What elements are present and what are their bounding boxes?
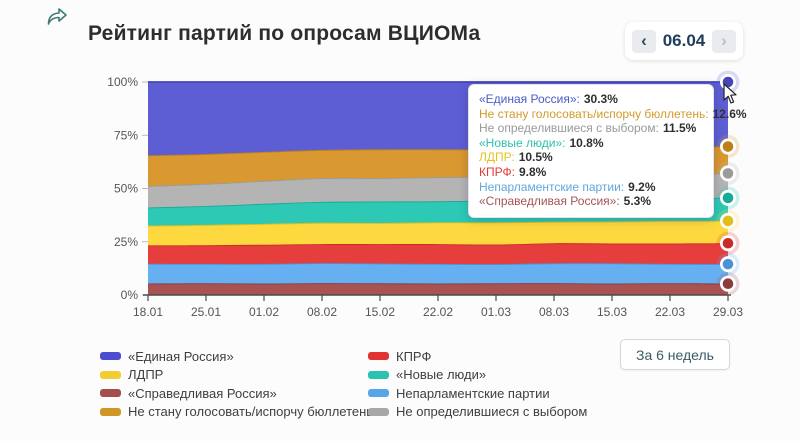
tooltip-row-label: Непарламентские партии:: [479, 179, 625, 194]
tooltip-row-label: Не определившиеся с выбором:: [479, 121, 659, 136]
y-axis-label: 75%: [114, 128, 138, 142]
x-axis-label: 29.03: [713, 305, 743, 319]
tooltip-row: КПРФ: 9.8%: [479, 165, 703, 180]
tooltip-row-value: 30.3%: [583, 92, 618, 106]
marker-dot-undecided: [722, 168, 734, 179]
area-band-fair-russia: [148, 283, 728, 295]
marker-dot-ldpr: [722, 215, 734, 227]
x-axis-label: 15.02: [365, 305, 395, 319]
legend-swatch: [368, 407, 389, 416]
marker-dot-kprf: [722, 237, 734, 249]
tooltip-row-label: «Единая Россия»:: [479, 92, 580, 106]
area-band-nonparliamentary: [148, 263, 728, 284]
date-navigator: ‹ 06.04 ›: [625, 22, 743, 60]
legend-swatch: [368, 352, 389, 361]
chart-tooltip: «Единая Россия»: 30.3% Не стану голосовать…: [468, 84, 747, 218]
tooltip-row-value: 10.5%: [518, 150, 553, 165]
y-axis-label: 100%: [107, 75, 138, 89]
area-band-ldpr: [148, 220, 728, 246]
tooltip-row-value: 9.2%: [628, 179, 656, 194]
tooltip-row-value: 10.8%: [569, 135, 604, 150]
tooltip-row-label: «Справедливая Россия»:: [479, 194, 620, 209]
legend-column: «Единая Россия» ЛДПР «Справедливая Россия»…: [100, 347, 373, 422]
legend-item-kprf[interactable]: КПРФ: [368, 347, 620, 366]
x-axis-label: 22.03: [655, 305, 685, 319]
marker-dot-fair-russia: [722, 278, 734, 290]
tooltip-row-label: «Новые люди»:: [479, 135, 566, 150]
legend-item-undecided[interactable]: Не определившиеся с выбором: [368, 403, 620, 422]
legend-swatch: [100, 389, 121, 398]
marker-dot-new-people: [722, 192, 734, 204]
tooltip-row-value: 12.6%: [712, 106, 747, 121]
marker-dot-nonparliamentary: [722, 258, 734, 270]
legend-item-label: «Новые люди»: [396, 367, 487, 383]
tooltip-row: «Единая Россия»: 30.3%: [479, 92, 703, 107]
tooltip-row: Непарламентские партии: 9.2%: [479, 180, 703, 195]
y-axis-label: 50%: [114, 182, 138, 196]
legend-item-nonparliamentary[interactable]: Непарламентские партии: [368, 384, 620, 403]
tooltip-row-value: 11.5%: [662, 121, 697, 136]
legend-column: КПРФ «Новые люди» Непарламентские партии Не…: [368, 347, 620, 421]
prev-date-button[interactable]: ‹: [632, 29, 656, 53]
legend-swatch: [100, 352, 121, 361]
tooltip-row: «Справедливая Россия»: 5.3%: [479, 194, 703, 209]
tooltip-row-value: 9.8%: [518, 164, 547, 179]
legend-item-label: «Единая Россия»: [128, 348, 234, 364]
tooltip-row-value: 5.3%: [623, 194, 652, 209]
area-band-kprf: [148, 243, 728, 265]
x-axis-label: 18.01: [133, 305, 163, 319]
tooltip-row: ЛДПР: 10.5%: [479, 150, 703, 165]
legend-item-ldpr[interactable]: ЛДПР: [100, 366, 368, 385]
legend: «Единая Россия» ЛДПР «Справедливая Россия»…: [100, 347, 620, 421]
x-axis-label: 25.01: [191, 305, 221, 319]
x-axis-label: 01.02: [249, 305, 279, 319]
y-axis-label: 0%: [121, 288, 139, 302]
x-axis-label: 22.02: [423, 305, 453, 319]
legend-item-label: ЛДПР: [128, 367, 164, 383]
tooltip-row-label: КПРФ:: [479, 164, 515, 179]
legend-item-label: «Справедливая Россия»: [128, 385, 277, 401]
legend-item-united-russia[interactable]: «Единая Россия»: [100, 347, 368, 366]
marker-dot-wont-vote: [722, 141, 734, 152]
share-arrow-icon[interactable]: [44, 4, 70, 30]
tooltip-row: Не стану голосовать/испорчу бюллетень: 12…: [479, 107, 747, 122]
tooltip-row: Не определившиеся с выбором: 11.5%: [479, 121, 703, 136]
legend-swatch: [100, 370, 121, 379]
legend-swatch: [368, 389, 389, 398]
tooltip-row: «Новые люди»: 10.8%: [479, 136, 703, 151]
legend-item-label: Не стану голосовать/испорчу бюллетень: [128, 404, 374, 420]
page-title: Рейтинг партий по опросам ВЦИОМа: [88, 22, 481, 45]
y-axis-label: 25%: [114, 235, 138, 249]
legend-item-fair-russia[interactable]: «Справедливая Россия»: [100, 384, 368, 403]
x-axis-label: 15.03: [597, 305, 627, 319]
tooltip-row-label: ЛДПР:: [479, 150, 515, 165]
legend-item-wont-vote[interactable]: Не стану голосовать/испорчу бюллетень: [100, 403, 373, 422]
x-axis-label: 08.03: [539, 305, 569, 319]
tooltip-row-label: Не стану голосовать/испорчу бюллетень:: [479, 106, 709, 121]
mouse-pointer-icon: [723, 83, 737, 104]
x-axis-label: 08.02: [307, 305, 337, 319]
legend-swatch: [368, 370, 389, 379]
x-axis-label: 01.03: [481, 305, 511, 319]
legend-item-label: Не определившиеся с выбором: [396, 404, 588, 420]
legend-item-label: Непарламентские партии: [396, 385, 550, 401]
legend-item-new-people[interactable]: «Новые люди»: [368, 366, 620, 385]
current-date-label: 06.04: [662, 31, 706, 50]
legend-item-label: КПРФ: [396, 348, 432, 364]
period-button[interactable]: За 6 недель: [620, 339, 730, 370]
next-date-button[interactable]: ›: [711, 29, 736, 53]
legend-swatch: [100, 407, 121, 416]
